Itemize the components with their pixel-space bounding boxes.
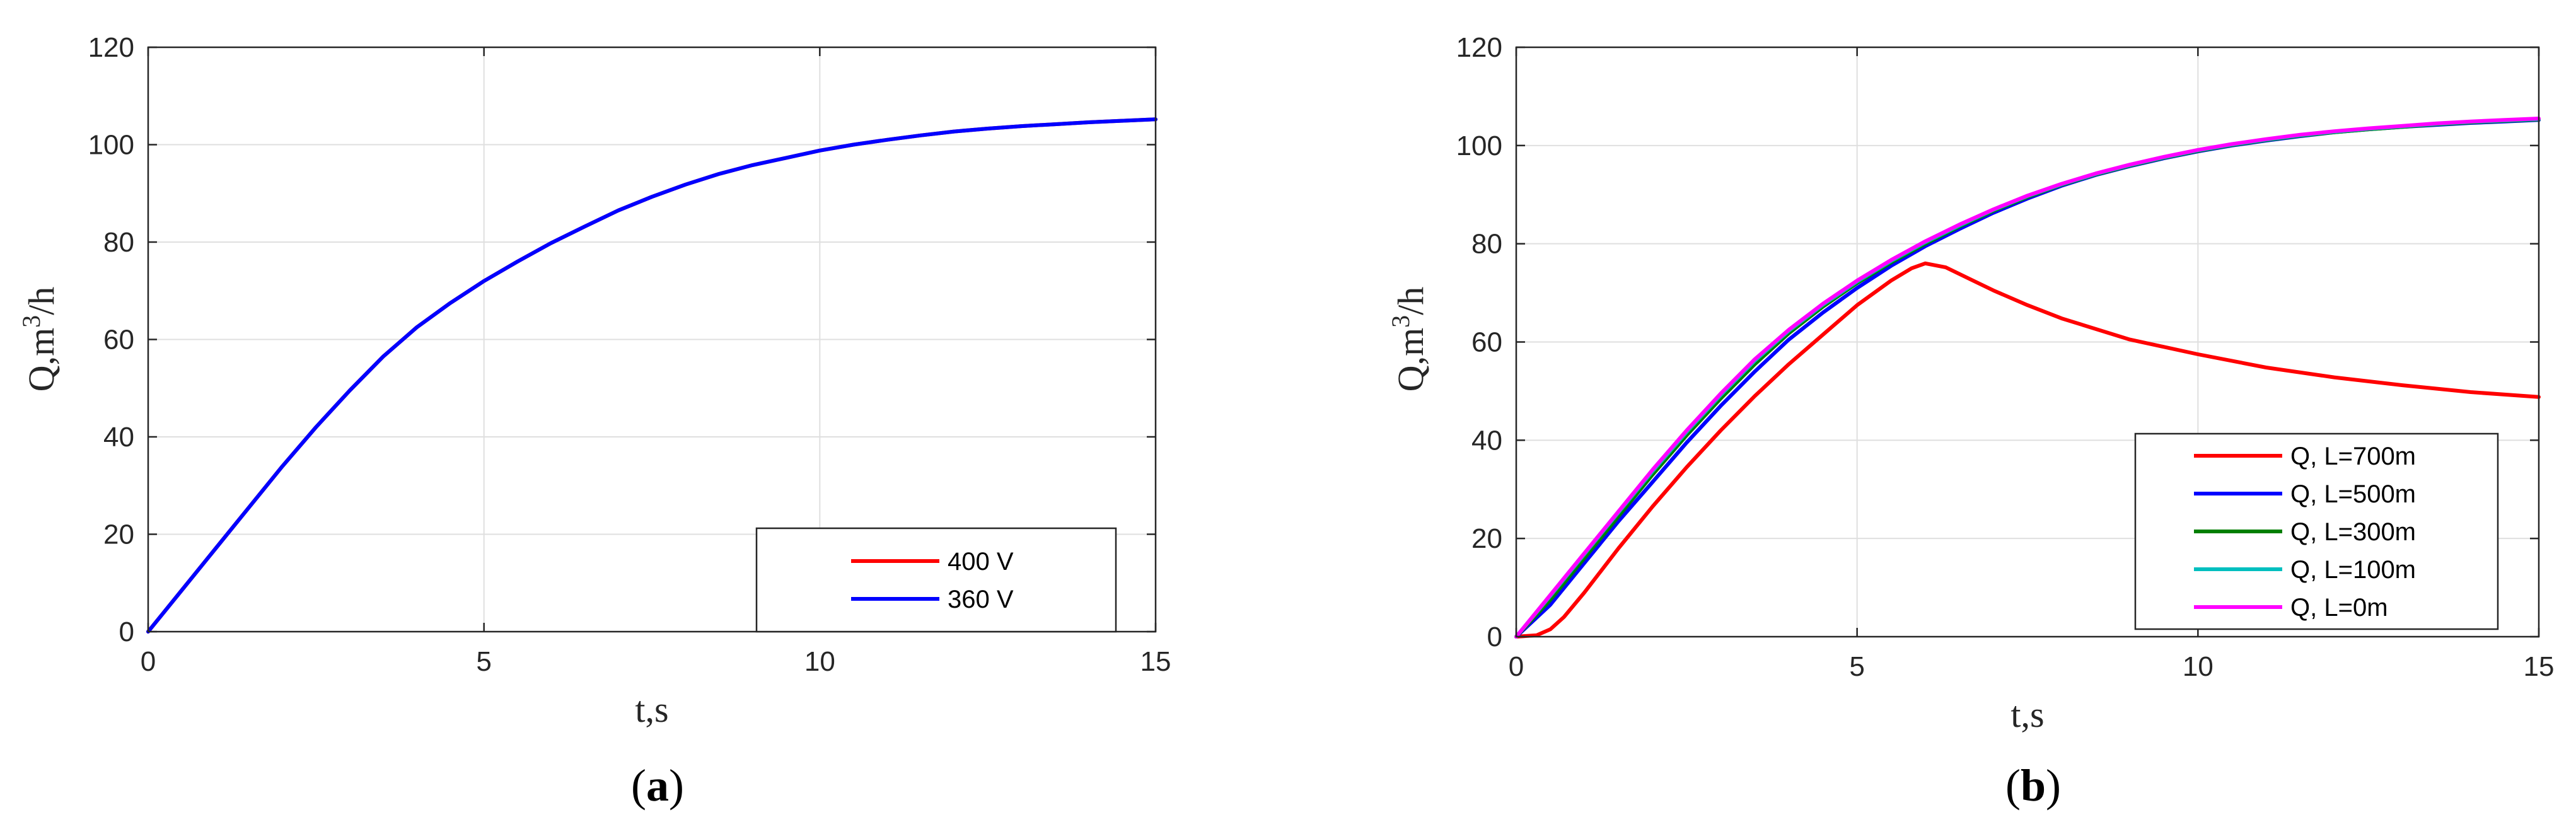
x-tick-label: 0 <box>1509 651 1524 682</box>
y-axis-label: Q,m3/h <box>17 287 62 392</box>
legend-box <box>755 527 1117 633</box>
legend: 400 V 360 V <box>755 527 1117 633</box>
y-tick-label: 40 <box>1471 425 1502 456</box>
y-tick-label: 80 <box>103 227 134 258</box>
legend-entry-label: Q, L=700m <box>2290 443 2416 470</box>
legend: Q, L=700m Q, L=500m Q, L=300m Q, L=100m Q, L… <box>2134 432 2499 630</box>
y-tick-label: 20 <box>103 519 134 550</box>
legend-entry-label: 400 V <box>948 548 1014 576</box>
y-tick-label: 80 <box>1471 229 1502 260</box>
panel-caption: (b) <box>2005 760 2061 811</box>
y-axis-label-text: Q,m <box>1390 328 1431 392</box>
y-tick-label: 120 <box>1456 32 1502 63</box>
series-line-q-l-700m <box>1514 261 2541 639</box>
y-axis-label-unit: /h <box>1390 287 1431 315</box>
y-axis-label: Q,m3/h <box>1386 287 1431 392</box>
legend-entry-label: Q, L=300m <box>2290 518 2416 546</box>
y-axis-label-unit: /h <box>21 287 62 315</box>
caption-paren-close: ) <box>2046 760 2061 811</box>
caption-paren-open: ( <box>2005 760 2021 811</box>
caption-letter: a <box>646 760 669 811</box>
y-tick-label: 60 <box>103 325 134 356</box>
y-tick-label: 0 <box>1487 622 1502 652</box>
chart-panel-a: 0 5 10 15 0 20 40 60 80 100 120 t,s Q,m3/h 400 V 360 V… <box>17 32 1171 811</box>
y-tick-label: 40 <box>103 422 134 453</box>
series-line-360-v <box>146 117 1157 634</box>
x-axis-label: t,s <box>2010 694 2044 735</box>
x-tick-label: 15 <box>2524 651 2555 682</box>
y-tick-label: 100 <box>1456 130 1502 161</box>
y-tick-label: 20 <box>1471 523 1502 554</box>
x-tick-label: 0 <box>141 646 156 677</box>
panel-caption: (a) <box>631 760 684 811</box>
legend-entry-label: Q, L=500m <box>2290 480 2416 508</box>
caption-paren-open: ( <box>631 760 646 811</box>
y-tick-label: 120 <box>88 32 134 63</box>
y-tick-label: 60 <box>1471 327 1502 358</box>
x-tick-label: 15 <box>1140 646 1171 677</box>
y-axis-label-text: Q,m <box>21 328 62 392</box>
x-tick-label: 5 <box>1849 651 1864 682</box>
legend-entry-label: 360 V <box>948 586 1014 613</box>
x-tick-label: 5 <box>476 646 491 677</box>
x-axis-label: t,s <box>635 689 668 730</box>
y-axis-label-superscript: 3 <box>17 315 45 328</box>
legend-entry-label: Q, L=100m <box>2290 556 2416 584</box>
caption-letter: b <box>2021 760 2046 811</box>
x-tick-label: 10 <box>2183 651 2213 682</box>
caption-paren-close: ) <box>669 760 684 811</box>
y-axis-label-superscript: 3 <box>1386 315 1415 328</box>
series-line-q-l-0m <box>1514 117 2541 639</box>
x-tick-label: 10 <box>804 646 835 677</box>
y-tick-label: 0 <box>119 617 134 647</box>
y-tick-label: 100 <box>88 130 134 161</box>
legend-entry-label: Q, L=0m <box>2290 594 2388 622</box>
